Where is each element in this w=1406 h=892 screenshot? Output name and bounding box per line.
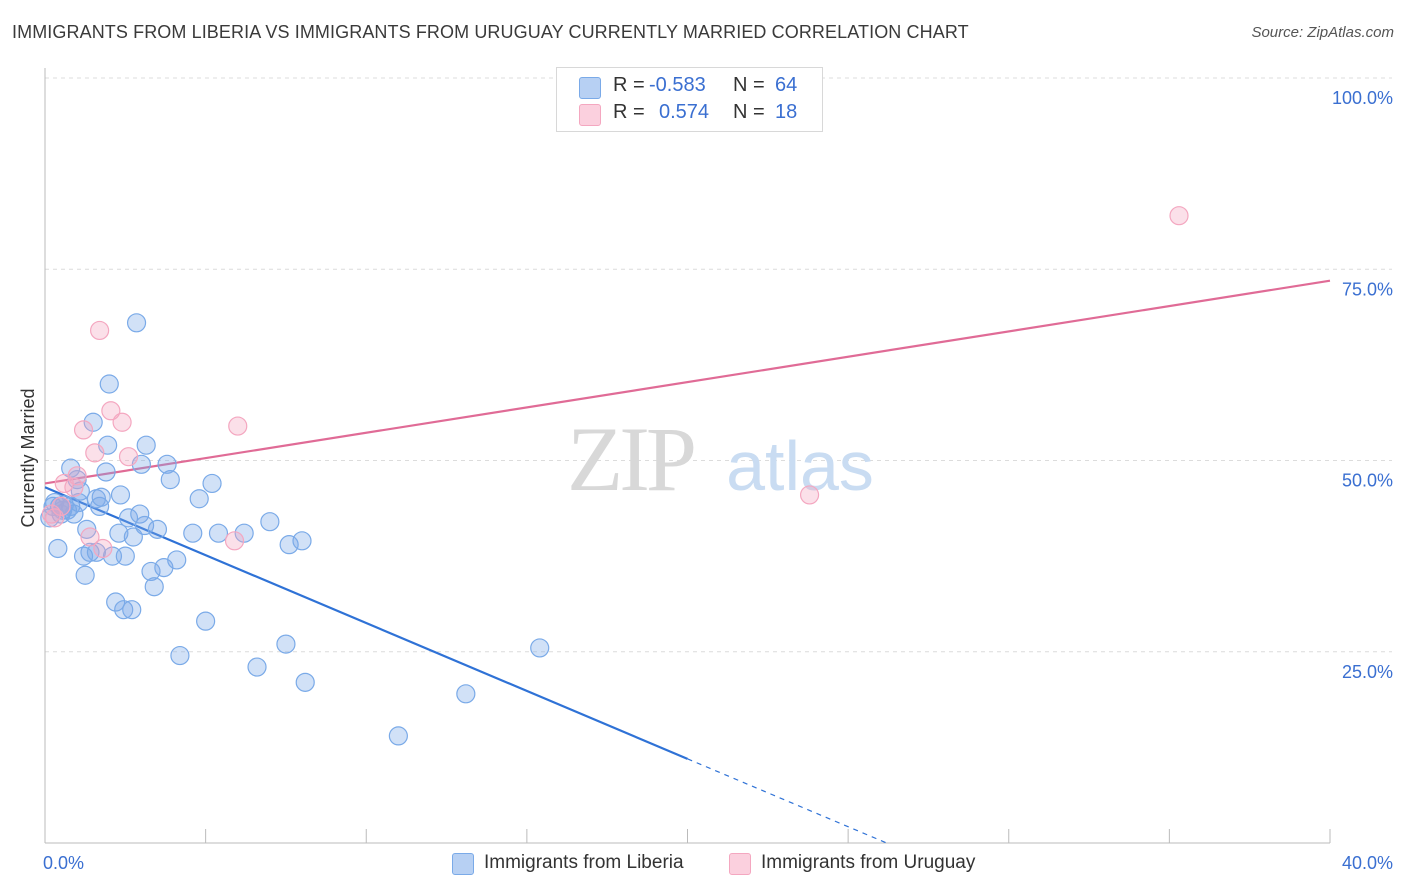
x-tick-label: 0.0% (43, 853, 84, 873)
point-uruguay (101, 401, 121, 421)
point-uruguay (1169, 206, 1189, 226)
point-liberia (276, 634, 296, 654)
point-liberia (91, 487, 111, 507)
watermark-atlas: atlas (726, 427, 874, 505)
point-liberia (247, 657, 267, 677)
point-liberia (134, 515, 155, 536)
point-liberia (48, 538, 68, 559)
point-liberia (279, 535, 299, 555)
point-uruguay (112, 412, 132, 432)
chart-title: IMMIGRANTS FROM LIBERIA VS IMMIGRANTS FR… (12, 22, 969, 42)
point-uruguay (51, 496, 71, 516)
legend-label-liberia: Immigrants from Liberia (484, 852, 684, 873)
point-liberia (141, 561, 161, 582)
point-liberia (106, 592, 126, 612)
point-liberia (96, 462, 116, 482)
legend-r-label: R = (613, 101, 645, 123)
point-liberia (295, 672, 315, 692)
point-uruguay (90, 320, 110, 341)
point-liberia (260, 512, 280, 532)
trend-line-uruguay (44, 279, 1331, 485)
legend-n-value: 18 (775, 101, 798, 123)
axes-layer (44, 68, 1331, 844)
point-liberia (202, 473, 222, 494)
grid-layer (45, 77, 1392, 653)
point-liberia (109, 523, 129, 543)
point-liberia (114, 600, 134, 620)
point-liberia (157, 454, 177, 474)
point-liberia (118, 508, 139, 528)
point-liberia (388, 726, 408, 746)
x-tick-label: 40.0% (1342, 853, 1393, 873)
legend-swatch-uruguay (729, 853, 751, 875)
point-liberia (147, 519, 168, 539)
point-liberia (83, 412, 103, 432)
point-liberia (160, 470, 180, 490)
y-tick-label: 25.0% (1342, 662, 1393, 682)
trend-line-liberia-extension (687, 758, 887, 844)
point-liberia (183, 523, 203, 543)
legend-r-value: -0.583 (649, 74, 706, 96)
legend-swatch-liberia (579, 77, 601, 99)
point-uruguay (80, 527, 100, 547)
point-liberia (530, 638, 550, 658)
point-uruguay (67, 466, 87, 486)
point-liberia (144, 577, 164, 597)
point-liberia (208, 523, 229, 543)
legend-swatch-liberia (452, 853, 474, 875)
point-uruguay (93, 538, 113, 559)
point-uruguay (41, 504, 62, 524)
point-uruguay (224, 531, 245, 551)
point-liberia (136, 435, 156, 455)
point-liberia (170, 645, 190, 666)
y-tick-label: 100.0% (1332, 88, 1393, 108)
point-uruguay (799, 485, 820, 505)
point-liberia (99, 374, 119, 394)
watermark-zip: ZIP (567, 408, 694, 510)
watermark: ZIP atlas (567, 408, 874, 510)
trend-line-liberia (44, 486, 688, 760)
legend-swatch-uruguay (579, 104, 601, 126)
point-liberia (75, 565, 95, 585)
point-liberia (456, 684, 476, 704)
point-liberia (196, 611, 216, 631)
point-liberia (130, 504, 150, 524)
point-liberia (234, 523, 254, 543)
point-uruguay (73, 420, 94, 440)
legend-r-label: R = (613, 74, 645, 96)
legend-r-value: 0.574 (659, 101, 710, 123)
trend-lines (44, 279, 1331, 844)
point-liberia (123, 527, 143, 547)
point-liberia (167, 550, 187, 570)
legend-n-label: N = (733, 101, 765, 123)
point-uruguay (85, 443, 105, 463)
point-liberia (292, 531, 312, 551)
point-liberia (80, 542, 100, 562)
chart-source: Source: ZipAtlas.com (1251, 24, 1394, 41)
y-tick-label: 50.0% (1342, 471, 1393, 491)
y-tick-label: 75.0% (1342, 279, 1393, 299)
point-liberia (122, 600, 142, 620)
point-liberia (126, 313, 147, 333)
point-liberia (115, 546, 135, 566)
point-liberia (110, 485, 131, 505)
point-uruguay (64, 477, 84, 497)
point-liberia (189, 489, 209, 509)
stats-legend: R = -0.583 N = 64 R = 0.574 N = 18 (556, 67, 823, 132)
legend-label-uruguay: Immigrants from Uruguay (761, 852, 976, 873)
legend-n-value: 64 (775, 74, 798, 96)
legend-n-label: N = (733, 74, 765, 96)
points-layer (40, 206, 1189, 746)
tick-labels: 25.0% 50.0% 75.0% 100.0% 0.0% 40.0% (43, 88, 1393, 873)
point-uruguay (228, 416, 248, 436)
y-axis-label: Currently Married (18, 388, 38, 527)
point-uruguay (118, 447, 139, 467)
